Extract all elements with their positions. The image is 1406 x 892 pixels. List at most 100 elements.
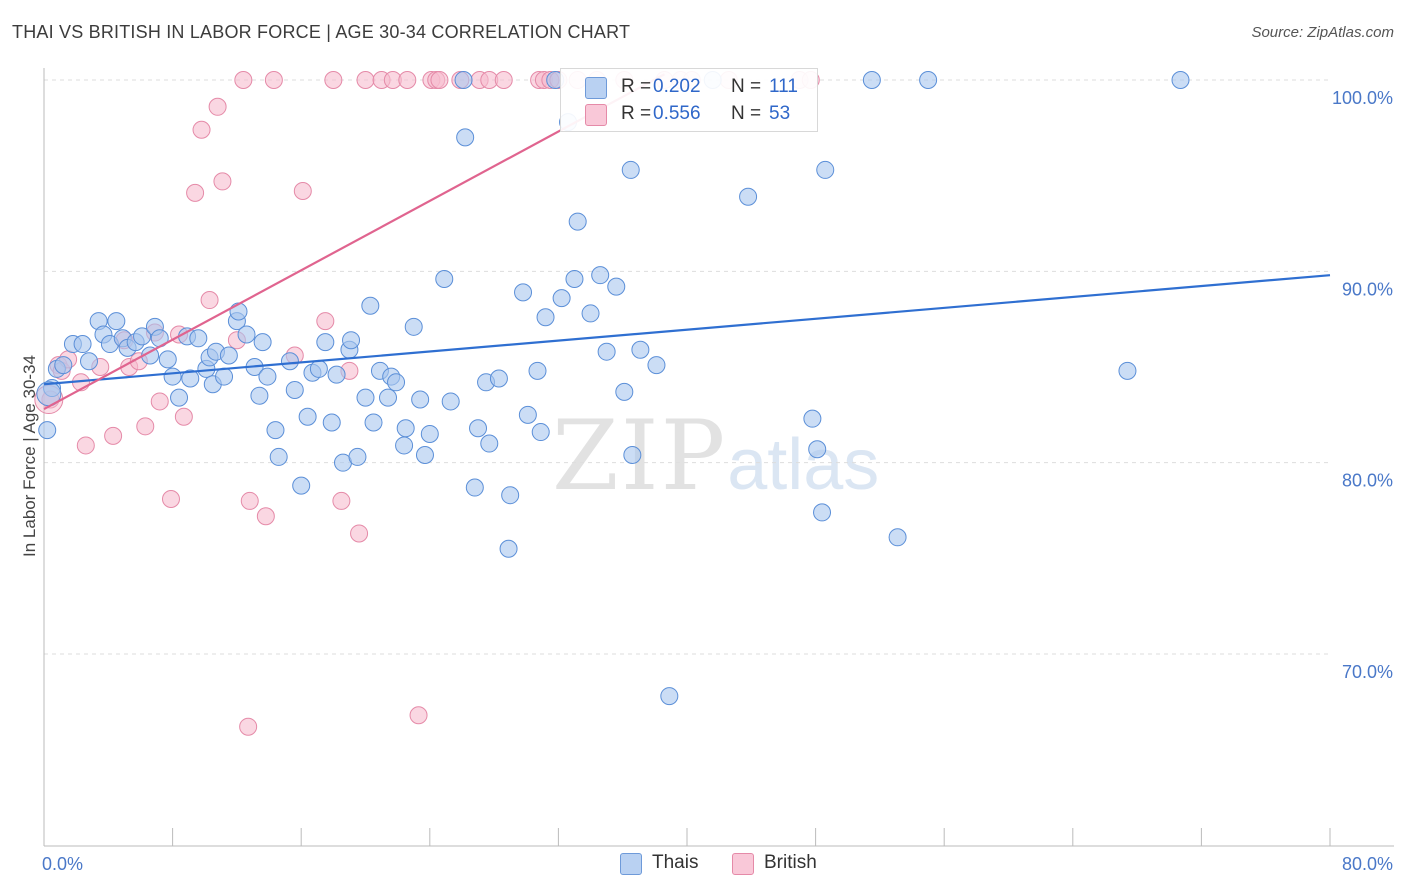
legend-n-value-british: 53 (769, 103, 791, 124)
point-thais (597, 342, 616, 361)
point-thais (411, 390, 430, 409)
y-tick-label: 90.0% (1342, 279, 1393, 299)
point-thais (631, 340, 650, 359)
point-thais (489, 369, 508, 388)
point-thais (285, 380, 304, 399)
legend-r-value-british: 0.556 (653, 103, 701, 124)
point-british (324, 71, 343, 89)
point-british (150, 392, 169, 411)
axes (43, 68, 1394, 847)
legend-bottom-swatch-british (732, 853, 754, 875)
point-thais (229, 302, 248, 321)
point-thais (862, 71, 881, 89)
point-thais (591, 266, 610, 285)
point-thais (215, 367, 234, 386)
point-thais (816, 160, 835, 179)
y-tick-label: 70.0% (1342, 662, 1393, 682)
point-british (213, 172, 232, 191)
point-british (240, 491, 259, 510)
point-british (234, 71, 253, 89)
point-thais (808, 440, 827, 459)
point-thais (888, 528, 907, 547)
point-thais (660, 687, 679, 706)
point-thais (465, 478, 484, 497)
point-thais (181, 369, 200, 388)
point-british (430, 71, 449, 89)
point-british (161, 490, 180, 509)
point-thais (364, 413, 383, 432)
point-thais (395, 436, 414, 455)
point-british (332, 491, 351, 510)
watermark-atlas: atlas (727, 425, 880, 505)
point-thais (528, 361, 547, 380)
tick-labels: 70.0% 80.0% 90.0% 100.0% 0.0% 80.0% (42, 88, 1393, 874)
legend-r-label-thais: R = (621, 76, 652, 97)
point-thais (356, 388, 375, 407)
point-thais (1118, 361, 1137, 380)
point-thais (133, 327, 152, 346)
chart-source: Source: ZipAtlas.com (1251, 24, 1394, 41)
point-thais (441, 392, 460, 411)
point-british (350, 524, 369, 543)
point-thais (469, 419, 488, 438)
x-tick-label: 0.0% (42, 854, 83, 874)
point-thais (316, 333, 335, 352)
point-thais (38, 421, 57, 440)
point-british (104, 426, 123, 445)
point-thais (396, 419, 415, 438)
point-thais (647, 356, 666, 375)
point-british (356, 71, 375, 89)
point-thais (803, 409, 822, 428)
point-thais (269, 447, 288, 466)
point-thais (501, 486, 520, 505)
legend-swatch-british (585, 104, 607, 126)
point-thais (342, 331, 361, 350)
point-british (316, 312, 335, 331)
point-thais (454, 71, 473, 89)
point-thais (309, 359, 328, 378)
point-british (398, 71, 417, 89)
legend-bottom-swatch-thais (620, 853, 642, 875)
point-thais (107, 312, 126, 331)
point-thais (919, 71, 938, 89)
point-thais (415, 446, 434, 465)
legend-r-label-british: R = (621, 103, 652, 124)
point-thais (253, 333, 272, 352)
legend-r-value-thais: 0.202 (653, 76, 701, 97)
point-thais (607, 277, 626, 296)
point-thais (565, 269, 584, 288)
point-thais (163, 367, 182, 386)
series-thais (36, 71, 1190, 706)
point-thais (531, 423, 550, 442)
point-thais (615, 382, 634, 401)
point-british (494, 71, 513, 89)
point-british (293, 181, 312, 200)
legend-n-label-thais: N = (731, 76, 762, 97)
point-thais (536, 308, 555, 327)
point-thais (280, 352, 299, 371)
legend-swatch-thais (585, 77, 607, 99)
legend-stats: R = 0.202 N = 111 R = 0.556 N = 53 (560, 68, 818, 132)
point-thais (739, 187, 758, 206)
point-thais (404, 317, 423, 336)
watermark: ZIPatlas (552, 400, 879, 512)
point-british (136, 417, 155, 436)
point-thais (54, 356, 73, 375)
point-thais (552, 289, 571, 308)
point-thais (348, 447, 367, 466)
point-thais (435, 269, 454, 288)
point-british (208, 97, 227, 116)
point-thais (813, 503, 832, 522)
point-thais (189, 329, 208, 348)
point-thais (250, 386, 269, 405)
chart-title: THAI VS BRITISH IN LABOR FORCE | AGE 30-… (12, 22, 631, 42)
point-british (76, 436, 95, 455)
point-thais (73, 335, 92, 354)
point-british (192, 120, 211, 139)
point-thais (292, 476, 311, 495)
point-thais (258, 367, 277, 386)
point-british (186, 183, 205, 202)
point-thais (420, 424, 439, 443)
y-tick-label: 100.0% (1332, 88, 1393, 108)
